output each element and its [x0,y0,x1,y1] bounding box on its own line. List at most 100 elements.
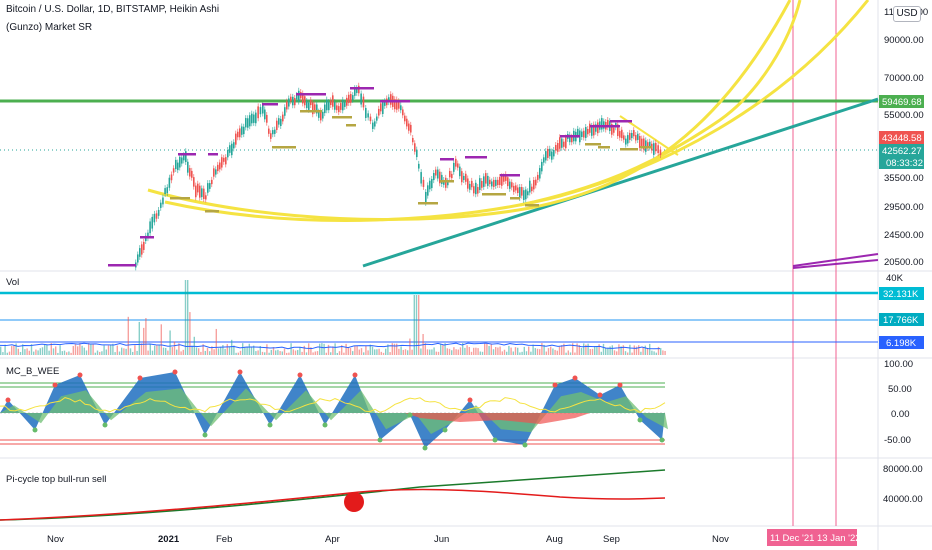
candle[interactable] [613,127,615,133]
candle[interactable] [147,232,149,239]
candle[interactable] [553,150,555,157]
candle[interactable] [473,186,475,194]
candle[interactable] [151,216,154,229]
candle[interactable] [475,182,477,195]
candle[interactable] [380,103,382,112]
candle[interactable] [257,106,259,119]
candle[interactable] [274,129,276,134]
candle[interactable] [354,88,356,96]
candle[interactable] [247,118,249,128]
candle[interactable] [374,121,376,127]
candle[interactable] [332,95,334,107]
candle[interactable] [422,179,425,187]
candle[interactable] [416,149,418,158]
candle[interactable] [306,100,308,109]
candle[interactable] [523,190,525,200]
candle[interactable] [346,97,348,106]
candle[interactable] [493,179,495,187]
candle[interactable] [469,183,471,190]
candle[interactable] [215,169,217,175]
candle[interactable] [372,122,374,129]
candle[interactable] [465,173,467,182]
candle[interactable] [563,141,565,147]
candle[interactable] [268,128,270,134]
candle[interactable] [270,133,272,139]
candle[interactable] [316,104,318,114]
candle[interactable] [189,168,191,177]
candle[interactable] [629,132,631,140]
candle[interactable] [471,180,473,188]
candle[interactable] [587,128,589,135]
candle[interactable] [280,118,282,127]
yellow-curve-1[interactable] [147,0,792,222]
candle[interactable] [559,137,561,149]
candle[interactable] [304,96,306,106]
candle[interactable] [390,94,392,105]
candle[interactable] [441,174,443,184]
candle[interactable] [527,191,529,196]
candle[interactable] [330,100,332,106]
candle[interactable] [631,132,633,139]
candle[interactable] [611,124,613,135]
candle[interactable] [367,113,369,118]
candle[interactable] [320,110,322,121]
candle[interactable] [402,109,404,116]
candle[interactable] [278,118,280,125]
candle[interactable] [589,123,591,133]
candle[interactable] [412,137,414,143]
candle[interactable] [382,102,384,114]
candle[interactable] [211,179,213,185]
candle[interactable] [141,244,143,255]
candle[interactable] [241,126,243,135]
candle[interactable] [342,99,344,111]
candle[interactable] [406,118,408,127]
candle[interactable] [209,183,211,189]
candle[interactable] [633,130,635,137]
candle[interactable] [649,141,651,148]
candle[interactable] [227,149,229,158]
candle[interactable] [479,178,481,191]
candle[interactable] [619,131,621,138]
chart-symbol-title[interactable]: Bitcoin / U.S. Dollar, 1D, BITSTAMP, Hei… [6,4,220,15]
candle[interactable] [272,130,274,135]
candle[interactable] [219,162,221,170]
candle[interactable] [199,185,201,198]
candle[interactable] [155,213,158,219]
candle[interactable] [467,178,469,189]
candle[interactable] [362,96,365,108]
candle[interactable] [489,179,491,185]
candle[interactable] [647,142,649,148]
candle[interactable] [322,111,324,119]
candle[interactable] [641,138,643,149]
candle[interactable] [358,85,360,94]
candle[interactable] [235,133,237,145]
candle[interactable] [201,188,203,198]
candle[interactable] [459,166,461,177]
currency-badge[interactable]: USD [893,6,921,22]
candle[interactable] [659,149,662,156]
candle[interactable] [168,177,171,188]
candle[interactable] [451,173,453,179]
candle[interactable] [223,157,225,162]
candle[interactable] [404,115,406,122]
candle[interactable] [181,157,183,164]
candle[interactable] [585,127,587,138]
candle[interactable] [491,181,493,187]
candle[interactable] [193,177,195,187]
candle[interactable] [170,174,173,181]
yellow-curve-3[interactable] [519,0,802,207]
trend-line[interactable] [362,97,879,268]
candle[interactable] [595,124,597,132]
candle[interactable] [583,130,585,138]
candle[interactable] [591,125,593,136]
candle[interactable] [461,171,463,183]
candle[interactable] [177,162,179,171]
candle[interactable] [348,94,350,103]
candle[interactable] [360,93,362,105]
candle[interactable] [221,157,223,168]
candle[interactable] [531,186,533,192]
candle[interactable] [282,114,284,122]
candle[interactable] [511,182,513,188]
candle[interactable] [418,163,420,169]
candle[interactable] [314,104,316,111]
